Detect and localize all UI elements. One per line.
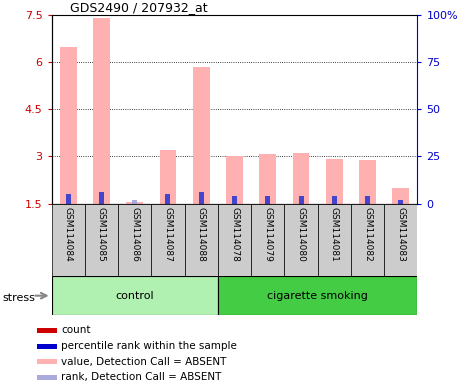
Bar [166, 194, 171, 204]
Bar [384, 204, 417, 276]
Text: GSM114081: GSM114081 [330, 207, 339, 262]
Bar [218, 276, 417, 315]
Bar [199, 192, 204, 204]
Bar [37, 359, 58, 364]
Bar [226, 156, 243, 204]
Bar [318, 204, 351, 276]
Text: count: count [61, 326, 91, 336]
Bar [127, 202, 143, 204]
Text: stress: stress [2, 293, 35, 303]
Text: value, Detection Call = ABSENT: value, Detection Call = ABSENT [61, 357, 227, 367]
Bar [159, 150, 176, 204]
Bar [351, 204, 384, 276]
Bar [326, 159, 342, 204]
Bar [151, 204, 185, 276]
Bar [218, 204, 251, 276]
Bar [132, 200, 137, 204]
Bar [251, 204, 284, 276]
Text: rank, Detection Call = ABSENT: rank, Detection Call = ABSENT [61, 372, 221, 382]
Text: percentile rank within the sample: percentile rank within the sample [61, 341, 237, 351]
Bar [85, 204, 118, 276]
Text: GSM114085: GSM114085 [97, 207, 106, 262]
Bar [393, 188, 409, 204]
Bar [185, 204, 218, 276]
Bar [293, 153, 310, 204]
Text: GSM114087: GSM114087 [164, 207, 173, 262]
Bar [365, 196, 370, 204]
Bar [93, 18, 110, 204]
Text: control: control [115, 291, 154, 301]
Text: GSM114079: GSM114079 [263, 207, 272, 262]
Bar [332, 196, 337, 204]
Text: GDS2490 / 207932_at: GDS2490 / 207932_at [70, 1, 207, 14]
Bar [37, 344, 58, 349]
Bar [193, 67, 210, 204]
Bar [298, 196, 303, 204]
Bar [232, 196, 237, 204]
Bar [284, 204, 318, 276]
Bar [259, 154, 276, 204]
Bar [66, 194, 71, 204]
Bar [60, 47, 76, 204]
Text: GSM114078: GSM114078 [230, 207, 239, 262]
Bar [52, 204, 85, 276]
Text: GSM114084: GSM114084 [64, 207, 73, 262]
Bar [37, 375, 58, 380]
Text: GSM114080: GSM114080 [296, 207, 305, 262]
Bar [359, 160, 376, 204]
Text: GSM114088: GSM114088 [197, 207, 206, 262]
Text: cigarette smoking: cigarette smoking [267, 291, 368, 301]
Bar [398, 200, 403, 204]
Text: GSM114083: GSM114083 [396, 207, 405, 262]
Bar [118, 204, 151, 276]
Text: GSM114082: GSM114082 [363, 207, 372, 262]
Bar [37, 328, 58, 333]
Bar [52, 276, 218, 315]
Bar [99, 192, 104, 204]
Bar [265, 196, 270, 204]
Text: GSM114086: GSM114086 [130, 207, 139, 262]
